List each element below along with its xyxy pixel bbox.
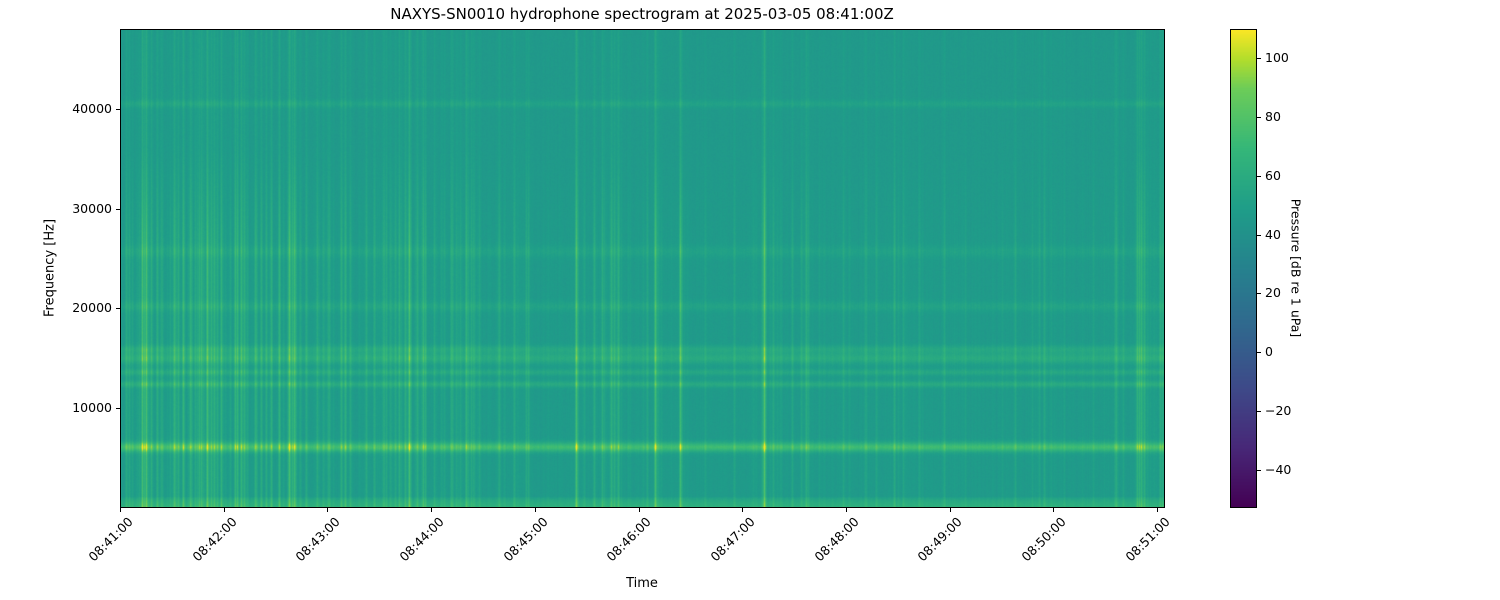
x-tick-label: 08:48:00: [811, 514, 862, 565]
tick-mark: [1257, 175, 1261, 177]
tick-mark: [1257, 117, 1261, 119]
colorbar-tick-label: 0: [1265, 344, 1273, 360]
tick-mark: [949, 508, 951, 512]
colorbar-tick-label: 80: [1265, 109, 1281, 125]
colorbar-tick-label: −40: [1265, 461, 1292, 477]
tick-mark: [1053, 508, 1055, 512]
x-tick-label: 08:51:00: [1122, 514, 1173, 565]
tick-mark: [116, 308, 120, 310]
colorbar-tick-label: 20: [1265, 285, 1281, 301]
chart-title: NAXYS-SN0010 hydrophone spectrogram at 2…: [390, 5, 894, 23]
tick-mark: [120, 508, 121, 512]
colorbar-tick-label: −20: [1265, 403, 1292, 419]
x-tick-label: 08:42:00: [189, 514, 240, 565]
spectrogram-heatmap: [120, 29, 1165, 508]
x-tick-label: 08:49:00: [914, 514, 966, 565]
x-tick-label: 08:50:00: [1018, 514, 1069, 565]
tick-mark: [1257, 293, 1261, 295]
x-axis-label: Time: [626, 576, 658, 591]
tick-mark: [1257, 234, 1261, 236]
x-tick-label: 08:41:00: [85, 514, 136, 565]
y-tick-label: 40000: [72, 100, 112, 116]
tick-mark: [1157, 508, 1158, 512]
tick-mark: [223, 508, 225, 512]
x-tick-label: 08:46:00: [603, 514, 655, 565]
x-tick-label: 08:44:00: [396, 514, 447, 565]
tick-mark: [742, 508, 744, 512]
tick-mark: [116, 108, 120, 110]
tick-mark: [431, 508, 433, 512]
tick-mark: [1257, 469, 1261, 471]
tick-mark: [1257, 352, 1261, 354]
x-tick-label: 08:45:00: [500, 514, 551, 565]
tick-mark: [1257, 58, 1261, 60]
y-tick-label: 20000: [72, 300, 112, 316]
tick-mark: [1257, 411, 1261, 413]
x-tick-label: 08:47:00: [707, 514, 758, 565]
colorbar-tick-label: 100: [1265, 50, 1289, 66]
tick-mark: [534, 508, 536, 512]
tick-mark: [116, 408, 120, 410]
tick-mark: [116, 208, 120, 210]
tick-mark: [638, 508, 640, 512]
y-tick-label: 30000: [72, 200, 112, 216]
colorbar-tick-label: 60: [1265, 167, 1281, 183]
colorbar-tick-label: 40: [1265, 226, 1281, 242]
colorbar-label: Pressure [dB re 1 uPa]: [1288, 198, 1304, 338]
y-tick-label: 10000: [72, 400, 112, 416]
tick-mark: [845, 508, 847, 512]
x-tick-label: 08:43:00: [292, 514, 344, 565]
colorbar-gradient: [1230, 29, 1257, 508]
tick-mark: [327, 508, 329, 512]
